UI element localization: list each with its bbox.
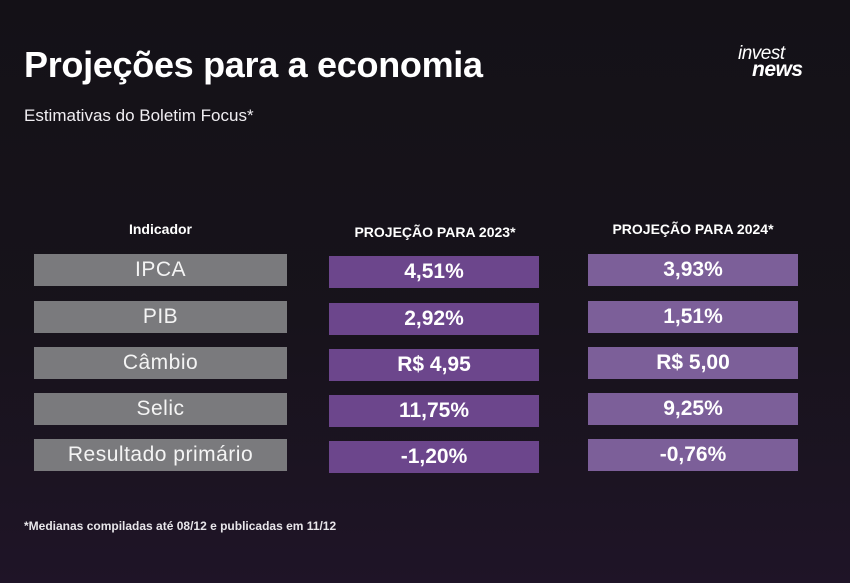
indicator-cell: Selic — [34, 393, 287, 425]
logo-line-1: invest — [738, 43, 785, 64]
projection-2023-cell: 2,92% — [329, 303, 539, 335]
indicator-cell: Câmbio — [34, 347, 287, 379]
projection-2023-cell: 4,51% — [329, 256, 539, 288]
indicator-cell: IPCA — [34, 254, 287, 286]
investnews-logo: invest news — [738, 44, 818, 80]
projection-2024-cell: 9,25% — [588, 393, 798, 425]
projection-2023-cell: -1,20% — [329, 441, 539, 473]
projection-2024-cell: 1,51% — [588, 301, 798, 333]
projection-2024-cell: -0,76% — [588, 439, 798, 471]
projection-2023-cell: 11,75% — [329, 395, 539, 427]
page-title: Projeções para a economia — [24, 44, 483, 85]
projection-2023-cell: R$ 4,95 — [329, 349, 539, 381]
column-header-2023: PROJEÇÃO PARA 2023* — [354, 224, 516, 240]
projection-2024-cell: 3,93% — [588, 254, 798, 286]
projection-2024-cell: R$ 5,00 — [588, 347, 798, 379]
logo-line-2: news — [752, 58, 803, 81]
indicator-cell: PIB — [34, 301, 287, 333]
page-subtitle: Estimativas do Boletim Focus* — [24, 106, 254, 125]
footnote: *Medianas compiladas até 08/12 e publica… — [24, 519, 337, 533]
column-header-2024: PROJEÇÃO PARA 2024* — [612, 221, 774, 237]
column-header-indicator: Indicador — [128, 221, 192, 237]
indicator-cell: Resultado primário — [34, 439, 287, 471]
